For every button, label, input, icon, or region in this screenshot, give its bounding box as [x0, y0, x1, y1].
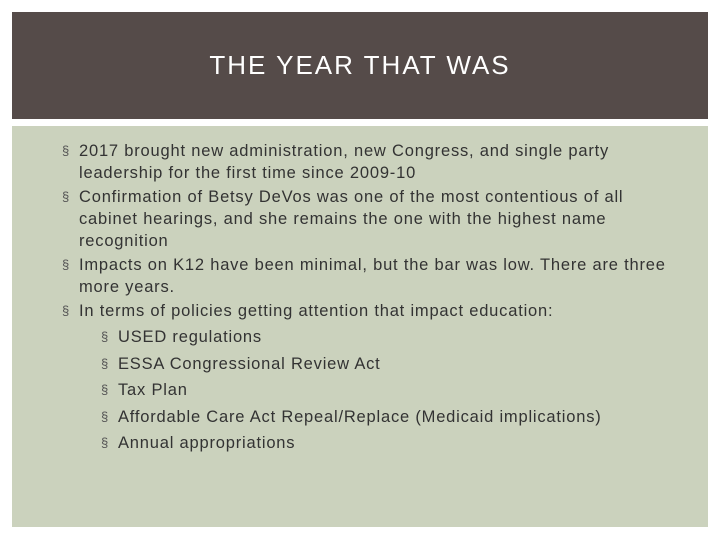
bullet: 2017 brought new administration, new Con…	[62, 140, 682, 184]
bullet: Impacts on K12 have been minimal, but th…	[62, 254, 682, 298]
bullet: In terms of policies getting attention t…	[62, 300, 682, 454]
header: THE YEAR THAT WAS	[12, 12, 708, 119]
sub-bullet: USED regulations	[101, 326, 682, 348]
sub-bullet: Tax Plan	[101, 379, 682, 401]
bullet: Confirmation of Betsy DeVos was one of t…	[62, 186, 682, 252]
bullet-list: 2017 brought new administration, new Con…	[62, 140, 682, 459]
title: THE YEAR THAT WAS	[209, 50, 511, 80]
sub-bullet: Affordable Care Act Repeal/Replace (Medi…	[101, 406, 682, 428]
sub-list: USED regulations ESSA Congressional Revie…	[79, 326, 682, 454]
sub-bullet: Annual appropriations	[101, 432, 682, 454]
sub-bullet: ESSA Congressional Review Act	[101, 353, 682, 375]
